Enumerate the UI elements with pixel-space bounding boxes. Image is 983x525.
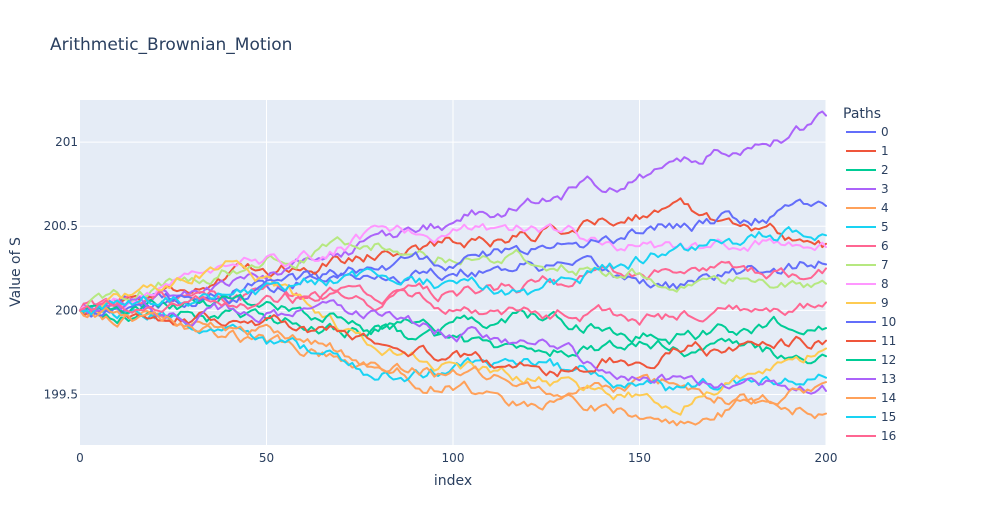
- x-tick-label: 0: [76, 451, 84, 465]
- legend-label: 6: [881, 239, 889, 253]
- legend-item-10[interactable]: 10: [846, 315, 896, 329]
- chart-title: Arithmetic_Brownian_Motion: [50, 35, 292, 55]
- series-line-1: [79, 197, 827, 314]
- legend-item-9[interactable]: 9: [846, 296, 889, 310]
- legend-item-16[interactable]: 16: [846, 429, 896, 443]
- legend-item-13[interactable]: 13: [846, 372, 896, 386]
- x-tick-label: 100: [442, 451, 465, 465]
- legend-item-12[interactable]: 12: [846, 353, 896, 367]
- y-axis-title: Value of S: [8, 237, 24, 307]
- legend-item-2[interactable]: 2: [846, 163, 889, 177]
- legend-title: Paths: [843, 106, 881, 122]
- series-line-0: [79, 255, 827, 318]
- x-axis-title: index: [434, 473, 472, 489]
- y-tick-label: 200.5: [44, 219, 78, 233]
- legend-label: 15: [881, 410, 896, 424]
- legend-label: 9: [881, 296, 889, 310]
- legend-label: 1: [881, 144, 889, 158]
- series-line-16: [79, 284, 827, 326]
- legend-label: 3: [881, 182, 889, 196]
- y-tick-labels: 199.5 200 200.5 201: [44, 135, 78, 401]
- x-tick-labels: 0 50 100 150 200: [76, 451, 837, 465]
- series-layer: [79, 110, 827, 427]
- series-line-15: [79, 226, 827, 316]
- legend-item-0[interactable]: 0: [846, 125, 889, 139]
- legend-label: 0: [881, 125, 889, 139]
- legend-item-4[interactable]: 4: [846, 201, 889, 215]
- legend-item-8[interactable]: 8: [846, 277, 889, 291]
- x-tick-label: 150: [628, 451, 651, 465]
- legend-item-11[interactable]: 11: [846, 334, 896, 348]
- legend-label: 8: [881, 277, 889, 291]
- legend-item-1[interactable]: 1: [846, 144, 889, 158]
- legend-label: 13: [881, 372, 896, 386]
- legend-label: 14: [881, 391, 896, 405]
- legend-item-14[interactable]: 14: [846, 391, 896, 405]
- x-tick-label: 200: [815, 451, 838, 465]
- legend-item-5[interactable]: 5: [846, 220, 889, 234]
- series-line-6: [79, 260, 827, 312]
- legend-label: 16: [881, 429, 896, 443]
- x-tick-label: 50: [259, 451, 274, 465]
- series-line-9: [79, 259, 827, 416]
- series-line-14: [79, 306, 827, 427]
- series-line-3: [79, 110, 827, 312]
- series-line-4: [79, 309, 827, 420]
- series-line-12: [79, 293, 827, 345]
- legend-item-15[interactable]: 15: [846, 410, 896, 424]
- y-tick-label: 200: [55, 303, 78, 317]
- series-line-13: [79, 296, 827, 395]
- series-line-7: [79, 236, 827, 312]
- y-tick-label: 201: [55, 135, 78, 149]
- legend-label: 4: [881, 201, 889, 215]
- series-line-5: [79, 306, 827, 392]
- legend-label: 11: [881, 334, 896, 348]
- y-tick-label: 199.5: [44, 388, 78, 402]
- series-line-11: [79, 304, 827, 378]
- legend-item-3[interactable]: 3: [846, 182, 889, 196]
- legend-label: 10: [881, 315, 896, 329]
- legend-label: 2: [881, 163, 889, 177]
- legend-item-6[interactable]: 6: [846, 239, 889, 253]
- legend-label: 7: [881, 258, 889, 272]
- legend-label: 5: [881, 220, 889, 234]
- legend-item-7[interactable]: 7: [846, 258, 889, 272]
- legend-label: 12: [881, 353, 896, 367]
